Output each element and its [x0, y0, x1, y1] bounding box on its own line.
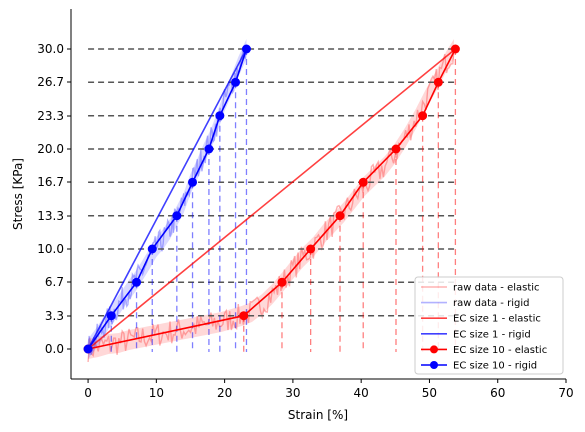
ec-size-10-rigid-point — [241, 44, 251, 54]
drop-lines-layer — [110, 49, 457, 352]
ec-size-10-elastic-line — [87, 48, 457, 350]
x-tick-label: 70 — [558, 386, 573, 400]
legend-box — [414, 276, 564, 375]
ec-size-10-elastic-point — [450, 44, 460, 54]
ec-size-10-rigid-point — [188, 177, 198, 187]
legend-label: EC size 1 - rigid — [453, 329, 531, 340]
ec-size-10-elastic-point — [277, 277, 287, 287]
ec-size-10-rigid-point — [204, 144, 214, 154]
ec-size-10-rigid-point — [215, 111, 225, 121]
x-tick-label: 0 — [84, 386, 92, 400]
y-tick-label: 10.0 — [37, 242, 64, 256]
y-tick-label: 3.3 — [45, 309, 64, 323]
ec-size-1-rigid-line — [87, 48, 248, 350]
ec-size-10-elastic-point — [391, 144, 401, 154]
series-layer — [83, 44, 460, 354]
ec-size-10-rigid-point — [106, 311, 116, 321]
y-axis-label: Stress [KPa] — [11, 158, 25, 230]
ec-size-10-rigid-point — [83, 344, 93, 354]
legend-label: EC size 1 - elastic — [453, 314, 541, 325]
ec-size-10-elastic-point — [358, 177, 368, 187]
ec-size-10-rigid-point — [132, 277, 142, 287]
y-tick-label: 6.7 — [45, 275, 64, 289]
x-axis-label: Strain [%] — [288, 408, 348, 422]
ec-size-10-elastic-point — [418, 111, 428, 121]
x-tick-label: 50 — [422, 386, 437, 400]
ec-size-1-elastic-line — [87, 48, 456, 350]
legend: raw data - elastic raw data - rigid EC siz… — [414, 276, 564, 375]
y-tick-label: 30.0 — [37, 42, 64, 56]
raw-data-elastic-trace — [87, 48, 455, 363]
ec-size-10-rigid-point — [172, 211, 182, 221]
ec-size-10-elastic-point — [335, 211, 345, 221]
legend-label: raw data - rigid — [453, 298, 529, 309]
ec-size-10-rigid-point — [147, 244, 157, 254]
axes-layer: 0 10 20 30 40 50 60 70 0.0 3.3 6.7 10.0 13.3 16.7 20.0… — [37, 9, 574, 400]
y-tick-label: 16.7 — [37, 175, 64, 189]
ec-size-10-elastic-point — [306, 244, 316, 254]
ec-size-10-elastic-point — [239, 311, 249, 321]
legend-label: EC size 10 - rigid — [453, 361, 537, 372]
x-tick-label: 10 — [149, 386, 164, 400]
ec-size-10-rigid-line — [87, 48, 248, 350]
x-tick-label: 40 — [354, 386, 369, 400]
y-tick-label: 0.0 — [45, 342, 64, 356]
legend-marker — [430, 361, 438, 369]
x-tick-label: 30 — [285, 386, 300, 400]
legend-label: EC size 10 - elastic — [453, 345, 547, 356]
y-tick-label: 13.3 — [37, 209, 64, 223]
legend-label: raw data - elastic — [453, 283, 540, 294]
y-tick-label: 20.0 — [37, 142, 64, 156]
legend-marker — [430, 345, 438, 354]
x-tick-label: 20 — [217, 386, 232, 400]
x-tick-label: 60 — [490, 386, 505, 400]
raw-data-elastic-trace-band — [88, 39, 455, 359]
y-tick-label: 26.7 — [37, 75, 64, 89]
ec-size-10-elastic-point — [433, 77, 443, 87]
ec-size-10-rigid-point — [231, 77, 241, 87]
y-tick-label: 23.3 — [37, 109, 64, 123]
